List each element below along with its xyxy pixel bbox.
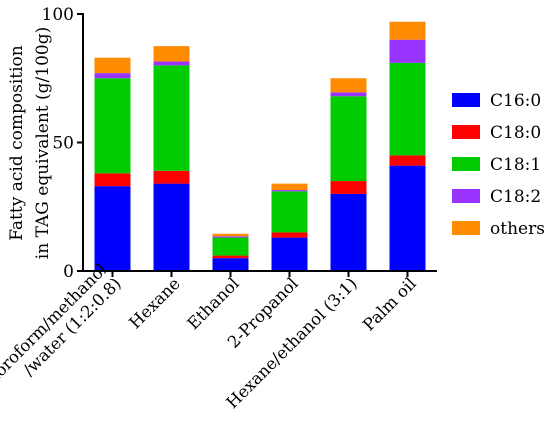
bar-segment-c181-3 — [271, 191, 308, 233]
legend-swatch-c160 — [452, 93, 480, 107]
bar-segment-c181-2 — [212, 237, 249, 256]
bar-segment-c182-4 — [330, 92, 367, 97]
x-tick-label-5-line-0: Palm oil — [359, 274, 420, 335]
legend-label-others: others — [490, 219, 545, 239]
legend-swatch-c182 — [452, 189, 480, 203]
bar-segment-others-5 — [389, 21, 426, 40]
bar-segment-c182-3 — [271, 190, 308, 192]
legend-label-c181: C18:1 — [490, 155, 541, 175]
bar-segment-c160-4 — [330, 193, 367, 271]
bar-segment-c181-0 — [94, 78, 131, 174]
x-tick-label-1-line-0: Hexane — [125, 274, 183, 332]
bar-segment-c160-2 — [212, 258, 249, 271]
bar-segment-c181-1 — [153, 65, 190, 171]
bar-segment-c160-5 — [389, 165, 426, 271]
x-tick-label-2: Ethanol — [183, 274, 242, 333]
x-tick-labels: Chloroform/methanol/water (1:2:0.8) Hexan… — [0, 260, 420, 412]
bar-segment-c181-4 — [330, 96, 367, 182]
bar-segment-c182-2 — [212, 236, 249, 238]
y-tick-label-0: 0 — [63, 262, 74, 282]
bar-segment-c180-3 — [271, 232, 308, 238]
bar-segment-c181-5 — [389, 62, 426, 156]
bars-group — [94, 21, 426, 271]
legend-label-c182: C18:2 — [490, 187, 541, 207]
bar-segment-c160-1 — [153, 183, 190, 271]
bar-segment-c180-2 — [212, 255, 249, 259]
legend-label-c180: C18:0 — [490, 123, 541, 143]
bar-segment-others-3 — [271, 183, 308, 191]
bar-segment-c160-3 — [271, 237, 308, 271]
x-tick-label-5: Palm oil — [359, 274, 420, 335]
y-axis-title-line-2: in TAG equivalent (g/100g) — [33, 27, 53, 259]
bar-segment-others-0 — [94, 57, 131, 74]
bar-segment-c180-5 — [389, 155, 426, 166]
bar-segment-others-1 — [153, 46, 190, 62]
y-axis-title-line-1: Fatty acid composition — [7, 45, 27, 240]
y-tick-label-1: 50 — [52, 134, 74, 154]
y-axis-title: Fatty acid composition in TAG equivalent… — [7, 27, 53, 259]
legend-swatch-others — [452, 221, 480, 235]
x-tick-label-1: Hexane — [125, 274, 183, 332]
bar-segment-c182-0 — [94, 73, 131, 79]
legend-swatch-c181 — [452, 157, 480, 171]
axes-group: 0 50 100 — [42, 5, 437, 282]
bar-segment-c180-0 — [94, 173, 131, 187]
bar-segment-c160-0 — [94, 186, 131, 271]
bar-segment-c182-5 — [389, 39, 426, 63]
bar-segment-others-2 — [212, 233, 249, 237]
y-tick-label-2: 100 — [42, 5, 74, 25]
bar-segment-c182-1 — [153, 61, 190, 66]
bar-segment-c180-1 — [153, 170, 190, 184]
legend-swatch-c180 — [452, 125, 480, 139]
x-tick-label-2-line-0: Ethanol — [183, 274, 242, 333]
legend-label-c160: C16:0 — [490, 91, 541, 111]
bar-segment-others-4 — [330, 78, 367, 93]
bar-segment-c180-4 — [330, 181, 367, 194]
legend: C16:0 C18:0 C18:1 C18:2 others — [452, 91, 545, 239]
x-tick-label-0: Chloroform/methanol/water (1:2:0.8) — [0, 260, 125, 401]
